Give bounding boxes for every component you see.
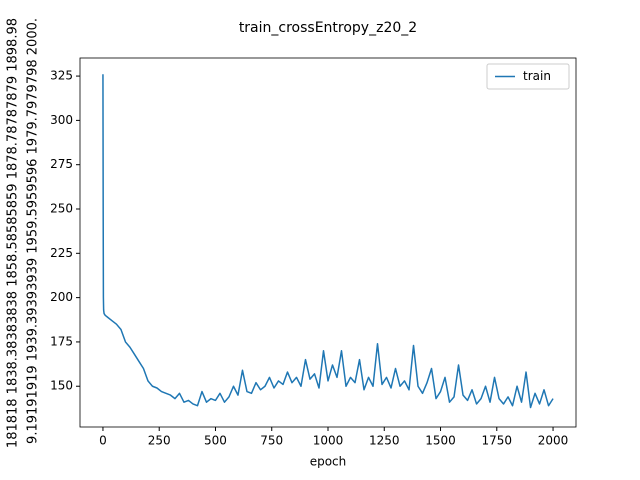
y-tick-label: 200 [50,290,73,304]
y-tick-label: 175 [50,334,73,348]
y-tick-label: 150 [50,379,73,393]
x-tick-label: 2000 [538,434,569,448]
x-tick-label: 1000 [313,434,344,448]
x-tick-label: 250 [148,434,171,448]
data-line [102,74,554,409]
y-axis-label: 9.19191919 1939.39393939 1959.5959596 19… [26,18,41,444]
plot-frame [79,57,577,428]
x-tick-label: 0 [99,434,107,448]
y-tick-label: 250 [50,202,73,216]
x-tick-label: 500 [204,434,227,448]
x-axis-label: epoch [310,455,347,469]
x-tick-label: 1750 [482,434,513,448]
x-tick-label: 1500 [425,434,456,448]
x-tick-label: 1250 [369,434,400,448]
y-axis-label: 181818 1838.38383838 1858.58585859 1878.… [6,18,21,448]
chart-title: train_crossEntropy_z20_2 [239,20,417,36]
y-tick-label: 325 [50,69,73,83]
legend-label: train [523,69,551,83]
legend-box [486,63,570,90]
y-tick-label: 275 [50,157,73,171]
x-tick-label: 750 [260,434,283,448]
y-tick-label: 225 [50,246,73,260]
y-tick-label: 300 [50,113,73,127]
